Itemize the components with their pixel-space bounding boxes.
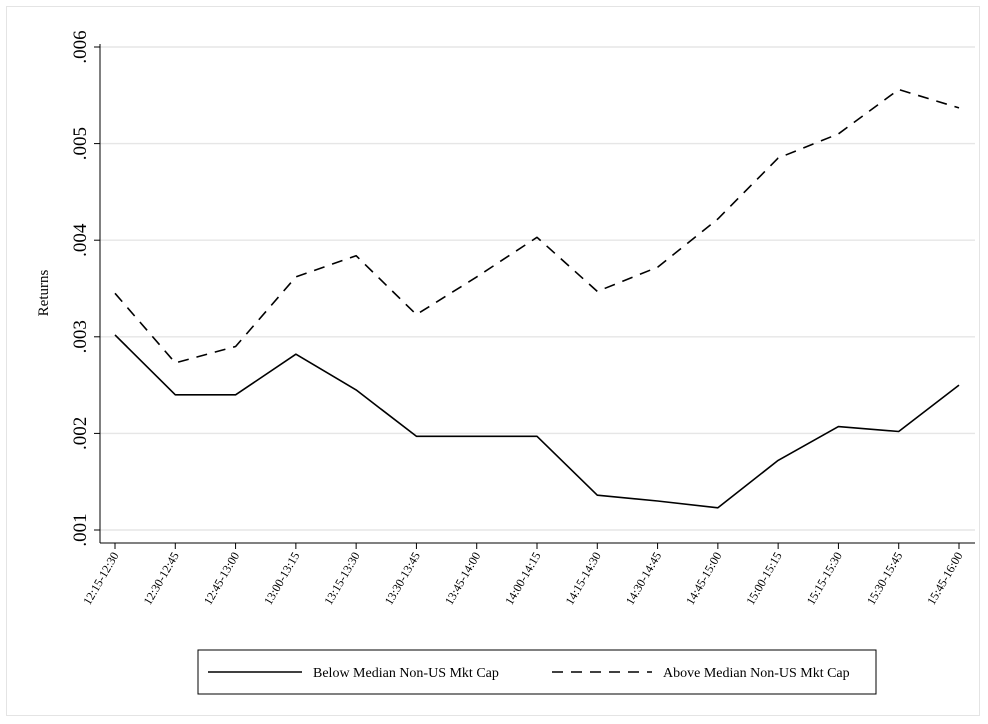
series-layer — [115, 90, 959, 508]
x-tick-label: 12:45-13:00 — [201, 550, 242, 608]
x-tick-label: 12:30-12:45 — [140, 550, 181, 608]
x-tick-label: 14:45-15:00 — [683, 550, 724, 608]
x-tick-label: 13:45-14:00 — [442, 550, 483, 608]
x-tick-label: 15:00-15:15 — [743, 550, 784, 608]
x-tick-label: 13:00-13:15 — [261, 550, 302, 608]
x-tick-label: 14:30-14:45 — [623, 550, 664, 608]
legend-label-below-median: Below Median Non-US Mkt Cap — [313, 666, 499, 681]
y-tick-label: .001 — [70, 513, 91, 546]
y-axis-label: Returns — [36, 270, 52, 317]
x-tick-label: 14:15-14:30 — [562, 550, 603, 608]
x-tick-label: 13:15-13:30 — [321, 550, 362, 608]
legend: Below Median Non-US Mkt Cap Above Median… — [198, 650, 876, 694]
x-tick-label: 12:15-12:30 — [80, 550, 121, 608]
series-line-below-median — [115, 335, 959, 508]
y-tick-label: .002 — [70, 417, 91, 450]
y-tick-label: .006 — [70, 30, 91, 63]
series-line-above-median — [115, 90, 959, 363]
gridlines — [100, 47, 975, 530]
x-tick-label: 13:30-13:45 — [382, 550, 423, 608]
x-ticks: 12:15-12:30 12:30-12:45 12:45-13:00 13:00-1… — [80, 543, 965, 607]
x-tick-label: 15:30-15:45 — [864, 550, 905, 608]
y-tick-label: .004 — [70, 223, 91, 257]
axes — [100, 44, 975, 543]
x-tick-label: 15:15-15:30 — [804, 550, 845, 608]
y-tick-label: .005 — [70, 127, 91, 160]
x-tick-label: 15:45-16:00 — [924, 550, 965, 608]
x-tick-label: 14:00-14:15 — [502, 550, 543, 608]
y-tick-label: .003 — [70, 320, 91, 353]
legend-label-above-median: Above Median Non-US Mkt Cap — [663, 666, 850, 681]
y-ticks: .001 .002 .003 .004 .005 .006 — [70, 30, 100, 546]
